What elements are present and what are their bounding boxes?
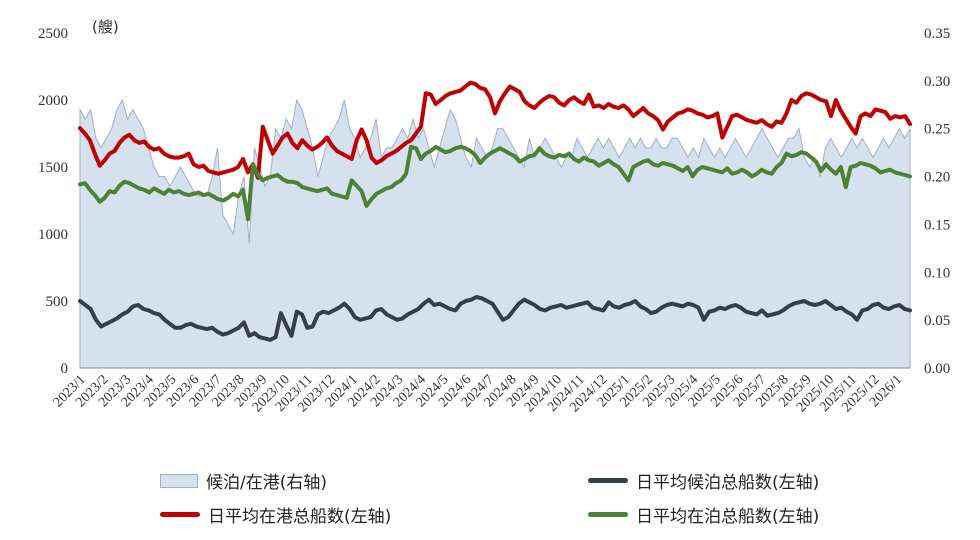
- legend-item-in-port: 日平均在港总船数(左轴): [160, 502, 391, 527]
- left-tick-label: 2000: [38, 93, 68, 109]
- legend-item-berthed: 日平均在泊总船数(左轴): [588, 502, 819, 527]
- legend-swatch-berthed: [588, 512, 628, 517]
- left-tick-label: 500: [46, 294, 69, 310]
- line-series-layer: [78, 80, 912, 342]
- left-tick-label: 1000: [38, 227, 68, 243]
- legend-item-waiting: 日平均候泊总船数(左轴): [588, 468, 819, 493]
- right-tick-label: 0.10: [924, 265, 950, 281]
- legend-swatch-waiting: [588, 478, 628, 483]
- series-line-1: [78, 80, 912, 180]
- legend-label-ratio: 候泊/在港(右轴): [206, 473, 327, 493]
- legend-item-ratio: 候泊/在港(右轴): [160, 468, 327, 493]
- left-tick-label: 2500: [38, 26, 68, 42]
- right-tick-label: 0.20: [924, 170, 950, 186]
- legend-label-waiting: 日平均候泊总船数(左轴): [636, 473, 820, 493]
- series-line-2: [78, 144, 912, 222]
- right-tick-label: 0.00: [924, 361, 950, 377]
- left-tick-label: 0: [61, 361, 69, 377]
- series-line-3: [78, 295, 912, 342]
- left-tick-label: 1500: [38, 160, 68, 176]
- legend-label-in-port: 日平均在港总船数(左轴): [208, 507, 392, 527]
- right-tick-label: 0.05: [924, 313, 950, 329]
- right-tick-label: 0.15: [924, 217, 950, 233]
- legend-label-berthed: 日平均在泊总船数(左轴): [636, 507, 820, 527]
- right-tick-label: 0.25: [924, 122, 950, 138]
- legend-swatch-in-port: [160, 512, 200, 517]
- right-tick-label: 0.35: [924, 26, 950, 42]
- left-axis-unit: (艘): [92, 18, 119, 36]
- legend-swatch-ratio: [160, 473, 198, 488]
- right-tick-label: 0.30: [924, 74, 950, 90]
